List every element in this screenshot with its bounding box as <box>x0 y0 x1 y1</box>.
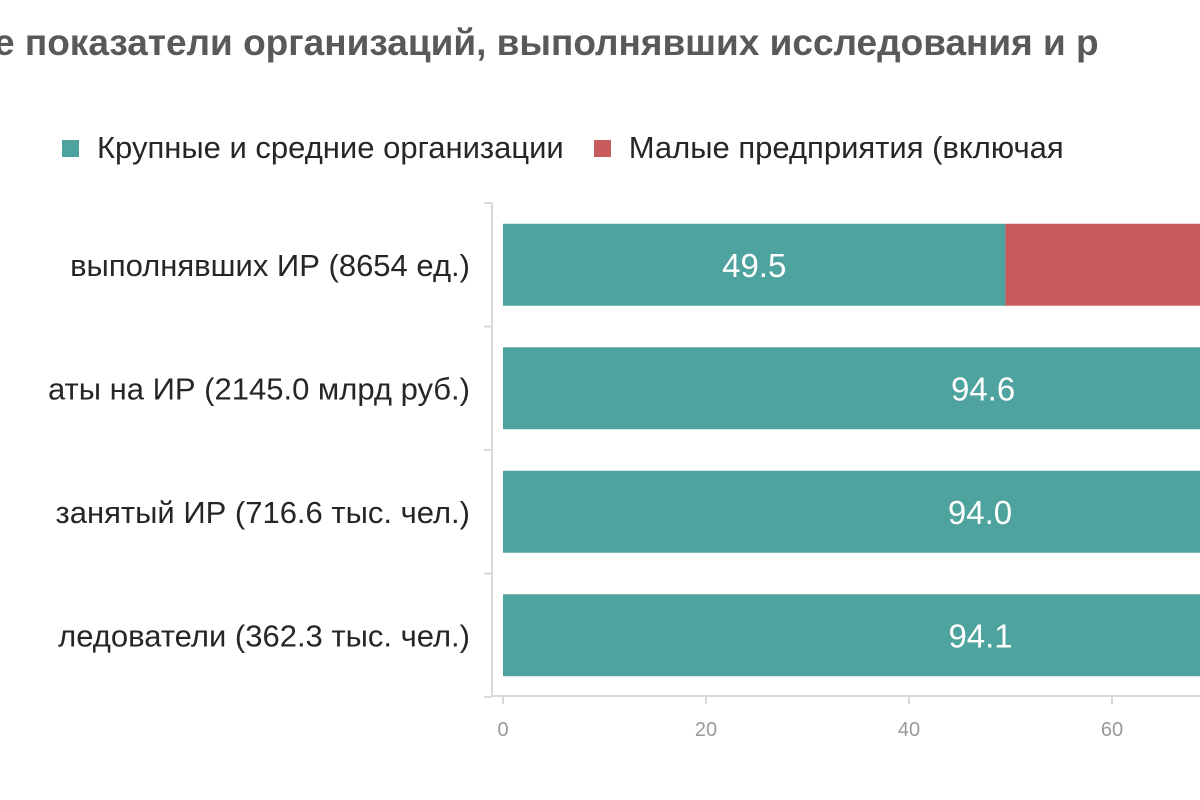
bar-value-label: 49.5 <box>722 247 786 284</box>
bar-small[interactable] <box>1005 223 1200 306</box>
category-label: ледователи (362.3 тыс. чел.) <box>58 618 470 653</box>
x-tick-label: 40 <box>898 719 920 741</box>
bar-value-label: 94.0 <box>948 494 1012 531</box>
bar-large-medium[interactable] <box>503 347 1200 430</box>
bar-large-medium[interactable] <box>503 223 1006 306</box>
legend-item-large-medium[interactable]: Крупные и средние организации <box>62 130 564 166</box>
legend-label-large-medium: Крупные и средние организации <box>97 130 564 165</box>
category-label: выполнявших ИР (8654 ед.) <box>70 248 470 283</box>
legend-item-small[interactable]: Малые предприятия (включая <box>593 130 1064 166</box>
legend: Крупные и средние организации Малые пред… <box>62 130 1094 166</box>
bar-large-medium[interactable] <box>503 470 1200 553</box>
x-tick-label: 60 <box>1101 719 1123 741</box>
category-label: аты на ИР (2145.0 млрд руб.) <box>48 371 470 406</box>
bar-value-label: 94.6 <box>951 370 1015 407</box>
category-label: занятый ИР (716.6 тыс. чел.) <box>56 495 470 530</box>
legend-swatch-large-medium <box>62 139 79 157</box>
bar-large-medium[interactable] <box>503 594 1200 677</box>
x-tick-label: 0 <box>497 719 508 741</box>
bar-value-label: 94.1 <box>948 617 1012 654</box>
legend-swatch-small <box>593 139 611 157</box>
x-tick-label: 20 <box>695 719 717 741</box>
legend-label-small: Малые предприятия (включая <box>628 130 1064 165</box>
chart-title: е показатели организаций, выполнявших ис… <box>0 22 1099 63</box>
